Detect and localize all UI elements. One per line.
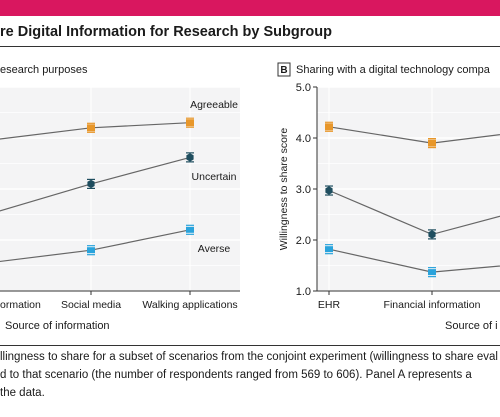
x-tick-label: Financial information [384, 299, 481, 311]
data-point [186, 226, 194, 233]
data-point [325, 186, 333, 195]
x-axis-title: Source of information [5, 320, 110, 332]
panel-letter: B [280, 65, 287, 76]
data-point [186, 153, 194, 162]
caption-line-2: d to that scenario (the number of respon… [0, 369, 472, 381]
y-tick-label: 5.0 [296, 82, 311, 94]
figure-title: re Digital Information for Research by S… [0, 24, 332, 40]
x-tick-label: EHR [318, 299, 341, 311]
data-point [87, 124, 95, 132]
x-tick-label: Walking applications [142, 299, 237, 311]
y-tick-label: 1.0 [296, 286, 311, 298]
data-point [325, 123, 333, 131]
x-axis-title: Source of i [445, 320, 498, 332]
data-point [428, 139, 436, 147]
data-point [87, 247, 95, 254]
data-point [428, 230, 436, 239]
panel-title: Sharing with a digital technology compa [296, 64, 491, 76]
y-axis-title: Willingness to share score [278, 128, 290, 251]
data-point [186, 119, 194, 127]
data-point [87, 179, 95, 189]
panel-letter-box [277, 62, 291, 77]
series-label: Averse [198, 243, 231, 255]
data-point [325, 246, 333, 253]
x-tick-label: ormation [0, 299, 41, 311]
y-tick-label: 2.0 [296, 235, 311, 247]
data-point [428, 269, 436, 276]
title-rule [0, 46, 500, 47]
y-tick-label: 4.0 [296, 133, 311, 145]
caption-rule [0, 345, 500, 346]
x-tick-label: Social media [61, 299, 121, 311]
panel-title: esearch purposes [0, 64, 88, 76]
y-tick-label: 3.0 [296, 184, 311, 196]
series-label: Uncertain [192, 171, 237, 183]
caption-line-3: the data. [0, 387, 45, 399]
caption-line-1: llingness to share for a subset of scena… [0, 351, 498, 363]
series-label: Agreeable [190, 99, 238, 111]
journal-color-bar [0, 0, 500, 16]
